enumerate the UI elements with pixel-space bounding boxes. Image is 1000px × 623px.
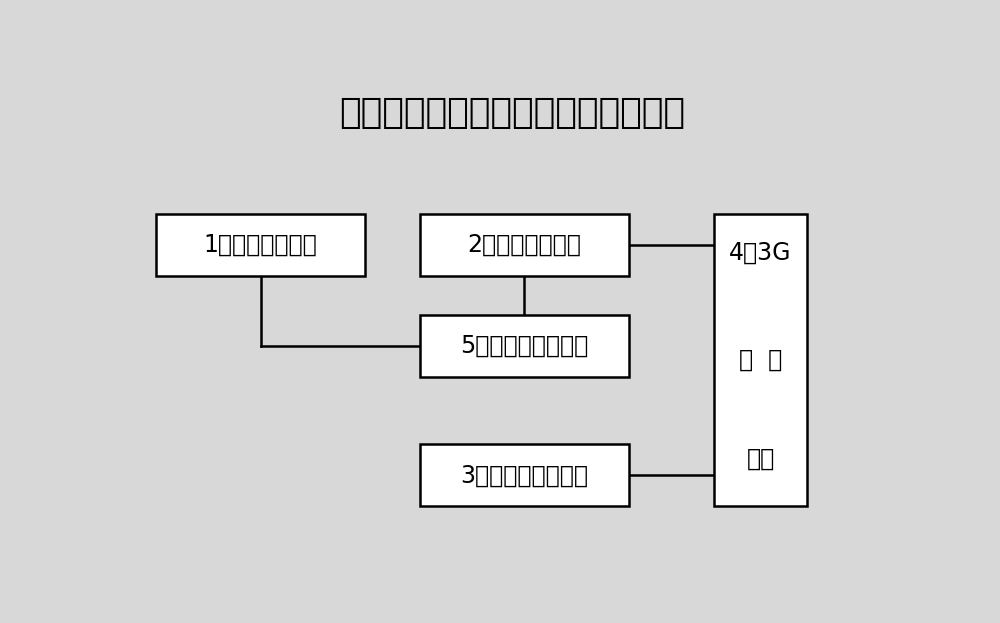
Text: 信号灯前交通路口拥堵指数检测系统: 信号灯前交通路口拥堵指数检测系统	[340, 96, 686, 130]
Bar	[156, 214, 365, 276]
Text: 通  信: 通 信	[739, 348, 782, 372]
Text: 设备: 设备	[746, 447, 775, 470]
Text: 3、信号灯控制设备: 3、信号灯控制设备	[460, 464, 588, 487]
Text: 5、去雾霾处理设备: 5、去雾霾处理设备	[460, 334, 588, 358]
Text: 2、图像处理设备: 2、图像处理设备	[467, 233, 581, 257]
Bar	[420, 315, 629, 377]
Bar	[714, 214, 807, 506]
Text: 4、3G: 4、3G	[729, 240, 792, 264]
Bar	[420, 214, 629, 276]
Text: 1、图像采集设备: 1、图像采集设备	[204, 233, 318, 257]
Bar	[420, 444, 629, 506]
